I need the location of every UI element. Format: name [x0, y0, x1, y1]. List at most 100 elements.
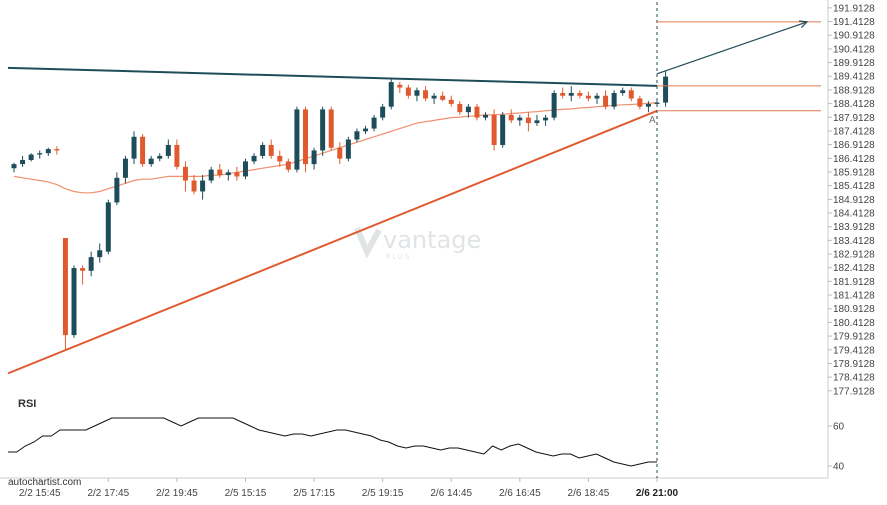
candle-body — [517, 117, 523, 121]
candle-body — [157, 155, 163, 159]
price-tick-label: 190.9128 — [833, 31, 875, 42]
candle — [637, 95, 643, 110]
candle-body — [28, 154, 34, 161]
candle — [191, 175, 197, 195]
candle — [54, 146, 60, 155]
candle-body — [251, 155, 257, 162]
candle-body — [491, 114, 497, 145]
candle — [11, 162, 17, 173]
triangle-pattern: A — [7, 2, 821, 478]
candle-body — [234, 172, 240, 177]
candle — [474, 103, 480, 121]
rsi-title: RSI — [18, 398, 36, 410]
price-tick-label: 188.9128 — [833, 85, 875, 96]
candle-body — [397, 84, 403, 88]
candle-body — [165, 144, 171, 156]
time-tick-label: 2/2 19:45 — [156, 488, 198, 499]
candle-body — [474, 106, 480, 118]
rsi-line — [8, 417, 657, 467]
candle-body — [71, 268, 77, 336]
price-tick-label: 191.4128 — [833, 17, 875, 28]
time-tick-label: 2/6 21:00 — [636, 488, 679, 499]
candle — [337, 142, 343, 165]
candle — [157, 153, 163, 162]
watermark-sub: PLUS — [386, 253, 411, 261]
price-tick-label: 189.9128 — [833, 58, 875, 69]
candle — [277, 150, 283, 167]
time-tick-label: 2/2 17:45 — [87, 488, 129, 499]
candle — [491, 109, 497, 151]
candle — [294, 106, 300, 173]
candle-body — [37, 153, 43, 155]
candle — [363, 125, 369, 135]
candle-body — [560, 93, 566, 96]
time-tick-label: 2/6 16:45 — [499, 488, 541, 499]
candle — [148, 155, 154, 167]
price-tick-label: 187.4128 — [833, 126, 875, 137]
candle — [80, 265, 86, 285]
candle-body — [174, 144, 180, 167]
candle-body — [268, 144, 274, 156]
candle-body — [663, 76, 669, 103]
candle — [320, 106, 326, 156]
candle-body — [585, 95, 591, 99]
candle-body — [457, 103, 463, 113]
candle — [165, 139, 171, 159]
candle-body — [637, 98, 643, 107]
time-tick-label: 2/2 15:45 — [19, 488, 61, 499]
candle — [97, 243, 103, 263]
candle-body — [54, 149, 60, 151]
support-line — [7, 109, 658, 375]
candle-body — [354, 131, 360, 140]
candle — [577, 90, 583, 99]
candle — [242, 158, 248, 180]
time-tick-label: 2/6 14:45 — [430, 488, 472, 499]
candle — [423, 86, 429, 102]
candle-body — [105, 202, 111, 252]
watermark-logo — [354, 226, 382, 259]
candle — [71, 265, 77, 338]
price-tick-label: 178.4128 — [833, 373, 875, 384]
forecast-arrow-head — [798, 20, 809, 28]
candle — [645, 101, 651, 113]
rsi-panel: RSI 60 40 — [8, 398, 845, 473]
candle-body — [594, 95, 600, 99]
price-tick-label: 177.9128 — [833, 386, 875, 397]
candle-body — [448, 99, 454, 104]
candle — [88, 251, 94, 277]
candle — [388, 79, 394, 110]
candle-body — [500, 114, 506, 145]
candle-body — [543, 117, 549, 121]
candle-body — [114, 177, 120, 203]
candle-body — [654, 102, 660, 104]
candle-body — [405, 87, 411, 96]
price-tick-label: 189.4128 — [833, 72, 875, 83]
candle-body — [242, 161, 248, 177]
price-tick-label: 181.4128 — [833, 291, 875, 302]
candle-body — [260, 144, 266, 156]
price-tick-label: 186.9128 — [833, 140, 875, 151]
candle-body — [217, 169, 223, 176]
candle-body — [414, 90, 420, 96]
candle-body — [122, 158, 128, 178]
candle-body — [568, 93, 574, 96]
candle — [594, 93, 600, 104]
candle-body — [525, 117, 531, 124]
candle — [20, 155, 26, 167]
candle-body — [62, 237, 68, 336]
price-tick-label: 183.4128 — [833, 236, 875, 247]
candle-body — [380, 106, 386, 118]
candle-body — [191, 180, 197, 192]
time-axis: 2/2 15:45 2/2 17:45 2/2 19:45 2/5 15:15 2/5 … — [19, 478, 679, 499]
candle — [465, 103, 471, 118]
candle-body — [131, 136, 137, 159]
candle — [457, 101, 463, 115]
candle-body — [371, 117, 377, 129]
price-tick-label: 182.9128 — [833, 250, 875, 261]
candle-body — [311, 150, 317, 165]
candle — [62, 237, 68, 351]
candle-body — [97, 250, 103, 258]
forecast-arrow-line — [656, 21, 808, 75]
candle-body — [628, 90, 634, 99]
